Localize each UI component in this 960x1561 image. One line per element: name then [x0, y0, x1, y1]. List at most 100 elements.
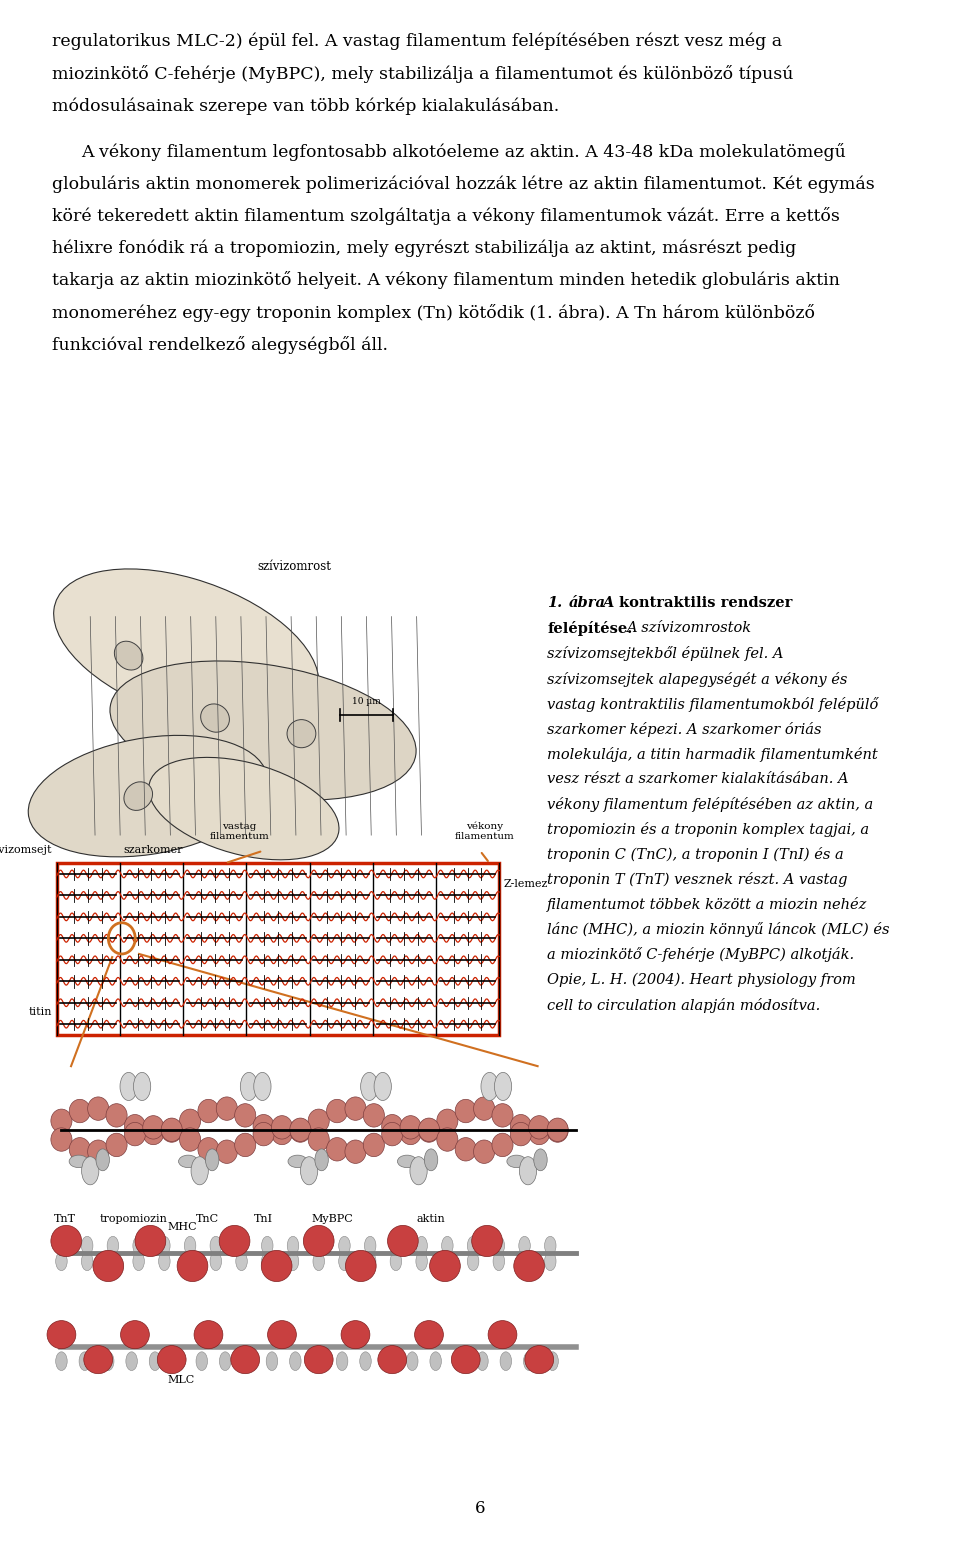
Circle shape [120, 1072, 137, 1101]
Circle shape [410, 1157, 427, 1185]
Circle shape [313, 1252, 324, 1271]
Circle shape [210, 1252, 222, 1271]
Ellipse shape [69, 1155, 88, 1168]
Ellipse shape [287, 720, 316, 748]
Circle shape [149, 1352, 160, 1371]
Ellipse shape [363, 1104, 384, 1127]
Ellipse shape [179, 1155, 198, 1168]
Bar [57, 863, 499, 1035]
Ellipse shape [451, 1346, 480, 1374]
Circle shape [287, 1236, 299, 1255]
Circle shape [300, 1157, 318, 1185]
Circle shape [493, 1252, 505, 1271]
Circle shape [365, 1252, 376, 1271]
Circle shape [339, 1236, 350, 1255]
Ellipse shape [230, 1346, 259, 1374]
Circle shape [360, 1352, 372, 1371]
Circle shape [133, 1072, 151, 1101]
Circle shape [82, 1236, 93, 1255]
Circle shape [477, 1352, 489, 1371]
Circle shape [196, 1352, 207, 1371]
Circle shape [365, 1236, 376, 1255]
Circle shape [261, 1252, 273, 1271]
Ellipse shape [261, 1250, 292, 1282]
Text: felépítése.: felépítése. [547, 621, 633, 637]
Text: a miozinkötő C-fehérje (MyBPC) alkotják.: a miozinkötő C-fehérje (MyBPC) alkotják. [547, 948, 854, 963]
Ellipse shape [473, 1097, 494, 1121]
Ellipse shape [525, 1346, 554, 1374]
Ellipse shape [346, 1250, 376, 1282]
Text: hélixre fonódik rá a tropomiozin, mely egyrészt stabilizálja az aktint, másrészt: hélixre fonódik rá a tropomiozin, mely e… [52, 239, 796, 258]
Text: MHC: MHC [167, 1222, 197, 1232]
Ellipse shape [234, 1104, 255, 1127]
Ellipse shape [234, 1133, 255, 1157]
Circle shape [240, 1072, 257, 1101]
Text: szarkomer: szarkomer [124, 846, 183, 855]
Text: globuláris aktin monomerek polimerizációval hozzák létre az aktin filamentumot. : globuláris aktin monomerek polimerizáció… [52, 175, 875, 192]
Circle shape [339, 1252, 350, 1271]
Circle shape [361, 1072, 378, 1101]
Circle shape [108, 1252, 119, 1271]
Ellipse shape [216, 1097, 237, 1121]
Text: ábra: ábra [568, 596, 606, 610]
Circle shape [184, 1252, 196, 1271]
Circle shape [158, 1236, 170, 1255]
Circle shape [290, 1352, 301, 1371]
Circle shape [313, 1236, 324, 1255]
Circle shape [523, 1352, 535, 1371]
Circle shape [210, 1236, 222, 1255]
Ellipse shape [143, 1116, 164, 1140]
Circle shape [173, 1352, 184, 1371]
Ellipse shape [400, 1121, 421, 1144]
Text: tropomiozin és a troponin komplex tagjai, a: tropomiozin és a troponin komplex tagjai… [547, 823, 870, 837]
Ellipse shape [437, 1127, 458, 1152]
Text: szarkomer képezi. A szarkomer óriás: szarkomer képezi. A szarkomer óriás [547, 721, 822, 737]
Ellipse shape [290, 1119, 311, 1143]
Text: szívizomrost: szívizomrost [258, 560, 331, 573]
Circle shape [424, 1149, 438, 1171]
Ellipse shape [87, 1097, 108, 1121]
Ellipse shape [272, 1121, 293, 1144]
Text: miozinkötő C-fehérje (MyBPC), mely stabilizálja a filamentumot és különböző típu: miozinkötő C-fehérje (MyBPC), mely stabi… [52, 66, 793, 83]
Text: TnI: TnI [253, 1214, 273, 1224]
Ellipse shape [288, 1155, 307, 1168]
Text: tropomiozin: tropomiozin [100, 1214, 168, 1224]
Circle shape [518, 1252, 530, 1271]
Ellipse shape [180, 1127, 201, 1152]
Circle shape [453, 1352, 465, 1371]
Text: vékony filamentum felépítésében az aktin, a: vékony filamentum felépítésében az aktin… [547, 798, 874, 812]
Text: módosulásainak szerepe van több kórkép kialakulásában.: módosulásainak szerepe van több kórkép k… [52, 97, 559, 114]
Circle shape [390, 1252, 401, 1271]
Ellipse shape [363, 1133, 384, 1157]
Ellipse shape [382, 1115, 403, 1138]
Circle shape [430, 1352, 442, 1371]
Ellipse shape [54, 568, 319, 727]
Ellipse shape [69, 1099, 90, 1122]
Circle shape [468, 1252, 479, 1271]
Ellipse shape [345, 1097, 366, 1121]
Circle shape [544, 1236, 556, 1255]
Ellipse shape [455, 1138, 476, 1161]
Ellipse shape [511, 1115, 532, 1138]
Circle shape [103, 1352, 114, 1371]
Text: A: A [602, 596, 613, 610]
Ellipse shape [514, 1250, 544, 1282]
Ellipse shape [415, 1321, 444, 1349]
Text: szívizomsejtekből épülnek fel. A: szívizomsejtekből épülnek fel. A [547, 646, 783, 662]
Ellipse shape [511, 1122, 532, 1146]
Circle shape [500, 1352, 512, 1371]
Circle shape [191, 1157, 208, 1185]
Ellipse shape [149, 757, 339, 860]
Text: szívizomsejt: szívizomsejt [0, 845, 52, 855]
Text: regulatorikus MLC-2) épül fel. A vastag filamentum felépítésében részt vesz még : regulatorikus MLC-2) épül fel. A vastag … [52, 33, 782, 50]
Ellipse shape [106, 1133, 127, 1157]
Ellipse shape [455, 1099, 476, 1122]
Ellipse shape [93, 1250, 124, 1282]
Ellipse shape [69, 1138, 90, 1161]
Text: vastag
filamentum: vastag filamentum [209, 823, 270, 841]
Ellipse shape [161, 1119, 182, 1143]
Circle shape [287, 1252, 299, 1271]
Circle shape [158, 1252, 170, 1271]
Ellipse shape [28, 735, 268, 857]
Circle shape [82, 1157, 99, 1185]
